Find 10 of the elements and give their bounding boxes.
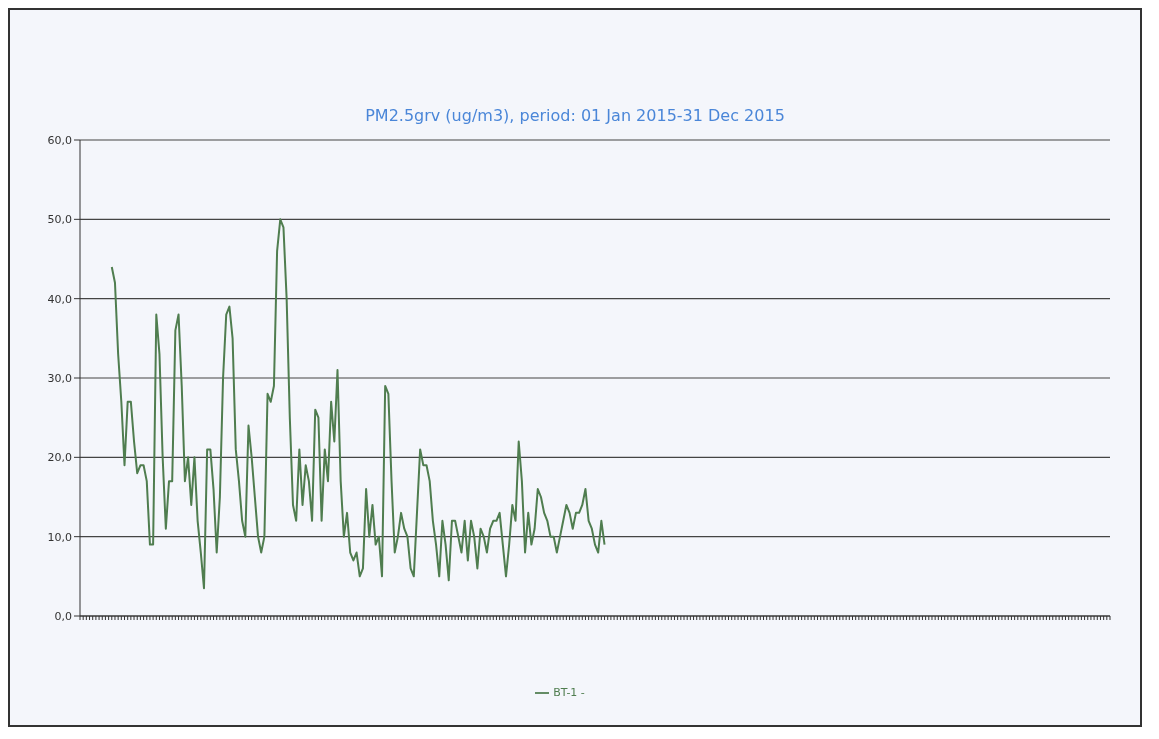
y-tick-label: 0,0 bbox=[54, 609, 72, 623]
y-tick-label: 50,0 bbox=[47, 213, 72, 227]
legend-label: BT-1 - bbox=[553, 686, 585, 699]
line-series bbox=[110, 218, 606, 590]
y-tick-label: 20,0 bbox=[47, 451, 72, 465]
y-tick-label: 30,0 bbox=[47, 371, 72, 385]
y-tick-label: 40,0 bbox=[47, 292, 72, 306]
chart-title: PM2.5grv (ug/m3), period: 01 Jan 2015-31 Dec 2015 bbox=[364, 105, 786, 127]
y-tick-label: 10,0 bbox=[47, 530, 72, 544]
y-tick-label: 60,0 bbox=[47, 133, 72, 147]
